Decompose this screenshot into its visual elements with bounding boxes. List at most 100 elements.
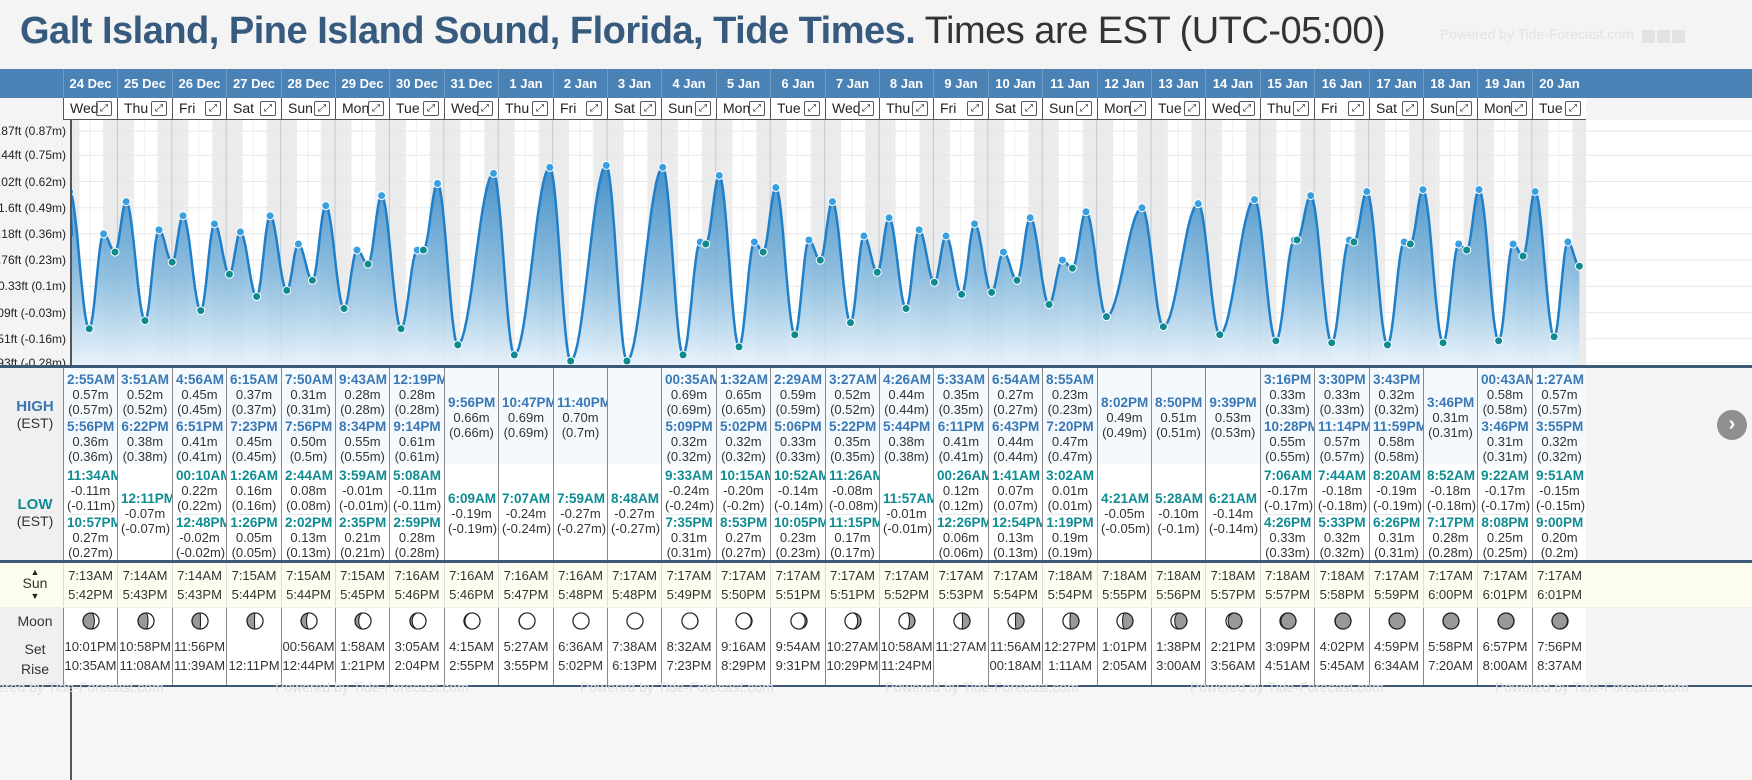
high-tide-point[interactable]	[1508, 239, 1518, 249]
expand-icon[interactable]: ⤢	[1293, 101, 1309, 116]
low-tide-point[interactable]	[282, 285, 292, 295]
low-tide-point[interactable]	[1044, 300, 1054, 310]
expand-icon[interactable]: ⤢	[1402, 101, 1418, 116]
low-tide-point[interactable]	[1382, 340, 1392, 350]
high-tide-point[interactable]	[1057, 255, 1067, 265]
expand-icon[interactable]: ⤢	[1184, 101, 1200, 116]
low-tide-point[interactable]	[1215, 330, 1225, 340]
low-tide-point[interactable]	[339, 304, 349, 314]
expand-icon[interactable]: ⤢	[1456, 101, 1472, 116]
low-tide-point[interactable]	[987, 287, 997, 297]
expand-icon[interactable]: ⤢	[1511, 101, 1527, 116]
low-tide-point[interactable]	[1405, 239, 1415, 249]
high-tide-point[interactable]	[1474, 185, 1484, 195]
expand-icon[interactable]: ⤢	[96, 101, 112, 116]
high-tide-point[interactable]	[884, 213, 894, 223]
high-tide-point[interactable]	[545, 162, 555, 172]
expand-icon[interactable]: ⤢	[368, 101, 384, 116]
low-tide-point[interactable]	[1438, 338, 1448, 348]
high-tide-point[interactable]	[265, 211, 275, 221]
expand-icon[interactable]: ⤢	[314, 101, 330, 116]
high-tide-point[interactable]	[1418, 185, 1428, 195]
expand-icon[interactable]: ⤢	[532, 101, 548, 116]
low-tide-point[interactable]	[929, 277, 939, 287]
low-tide-point[interactable]	[957, 289, 967, 299]
high-tide-point[interactable]	[352, 245, 362, 255]
low-tide-point[interactable]	[1271, 336, 1281, 346]
high-tide-point[interactable]	[914, 225, 924, 235]
high-tide-point[interactable]	[601, 160, 611, 170]
low-tide-point[interactable]	[1349, 237, 1359, 247]
low-tide-point[interactable]	[1101, 312, 1111, 322]
high-tide-point[interactable]	[859, 231, 869, 241]
high-tide-point[interactable]	[210, 219, 220, 229]
high-tide-point[interactable]	[1193, 199, 1203, 209]
low-tide-point[interactable]	[678, 350, 688, 360]
low-tide-point[interactable]	[509, 350, 519, 360]
low-tide-point[interactable]	[566, 356, 576, 365]
expand-icon[interactable]: ⤢	[912, 101, 928, 116]
high-tide-point[interactable]	[1454, 239, 1464, 249]
low-tide-point[interactable]	[84, 324, 94, 334]
low-tide-point[interactable]	[901, 304, 911, 314]
low-tide-point[interactable]	[252, 291, 262, 301]
high-tide-point[interactable]	[1362, 187, 1372, 197]
expand-icon[interactable]: ⤢	[1239, 101, 1255, 116]
expand-icon[interactable]: ⤢	[205, 101, 221, 116]
low-tide-point[interactable]	[872, 267, 882, 277]
high-tide-point[interactable]	[99, 229, 109, 239]
high-tide-point[interactable]	[321, 201, 331, 211]
low-tide-point[interactable]	[790, 330, 800, 340]
low-tide-point[interactable]	[1327, 338, 1337, 348]
high-tide-point[interactable]	[827, 197, 837, 207]
high-tide-point[interactable]	[1563, 237, 1573, 247]
expand-icon[interactable]: ⤢	[1130, 101, 1146, 116]
high-tide-point[interactable]	[235, 227, 245, 237]
low-tide-point[interactable]	[1012, 275, 1022, 285]
expand-icon[interactable]: ⤢	[586, 101, 602, 116]
low-tide-point[interactable]	[622, 356, 632, 365]
powered-by-link[interactable]: Powered by Tide-Forecast.com	[1440, 26, 1687, 44]
expand-icon[interactable]: ⤢	[804, 101, 820, 116]
low-tide-point[interactable]	[815, 255, 825, 265]
low-tide-point[interactable]	[1518, 251, 1528, 261]
low-tide-point[interactable]	[1292, 235, 1302, 245]
expand-icon[interactable]: ⤢	[1076, 101, 1092, 116]
low-tide-point[interactable]	[363, 259, 373, 269]
low-tide-point[interactable]	[846, 318, 856, 328]
expand-icon[interactable]: ⤢	[640, 101, 656, 116]
low-tide-point[interactable]	[453, 340, 463, 350]
high-tide-point[interactable]	[771, 183, 781, 193]
high-tide-point[interactable]	[433, 179, 443, 189]
expand-icon[interactable]: ⤢	[423, 101, 439, 116]
high-tide-point[interactable]	[1081, 207, 1091, 217]
expand-icon[interactable]: ⤢	[1348, 101, 1364, 116]
high-tide-point[interactable]	[154, 225, 164, 235]
scroll-right-button[interactable]: ›	[1717, 410, 1747, 440]
low-tide-point[interactable]	[1158, 322, 1168, 332]
low-tide-point[interactable]	[1494, 336, 1504, 346]
expand-icon[interactable]: ⤢	[1021, 101, 1037, 116]
low-tide-point[interactable]	[224, 269, 234, 279]
high-tide-point[interactable]	[1249, 195, 1259, 205]
expand-icon[interactable]: ⤢	[260, 101, 276, 116]
low-tide-point[interactable]	[1549, 332, 1559, 342]
low-tide-point[interactable]	[140, 316, 150, 326]
high-tide-point[interactable]	[293, 239, 303, 249]
high-tide-point[interactable]	[72, 187, 75, 196]
high-tide-point[interactable]	[1137, 203, 1147, 213]
high-tide-point[interactable]	[121, 197, 131, 207]
high-tide-point[interactable]	[1530, 187, 1540, 197]
expand-icon[interactable]: ⤢	[1565, 101, 1581, 116]
high-tide-point[interactable]	[1025, 213, 1035, 223]
expand-icon[interactable]: ⤢	[858, 101, 874, 116]
low-tide-point[interactable]	[167, 257, 177, 267]
expand-icon[interactable]: ⤢	[967, 101, 983, 116]
high-tide-point[interactable]	[714, 170, 724, 180]
low-tide-point[interactable]	[734, 342, 744, 352]
high-tide-point[interactable]	[1306, 191, 1316, 201]
expand-icon[interactable]: ⤢	[151, 101, 167, 116]
low-tide-point[interactable]	[1462, 245, 1472, 255]
low-tide-point[interactable]	[396, 324, 406, 334]
high-tide-point[interactable]	[804, 235, 814, 245]
